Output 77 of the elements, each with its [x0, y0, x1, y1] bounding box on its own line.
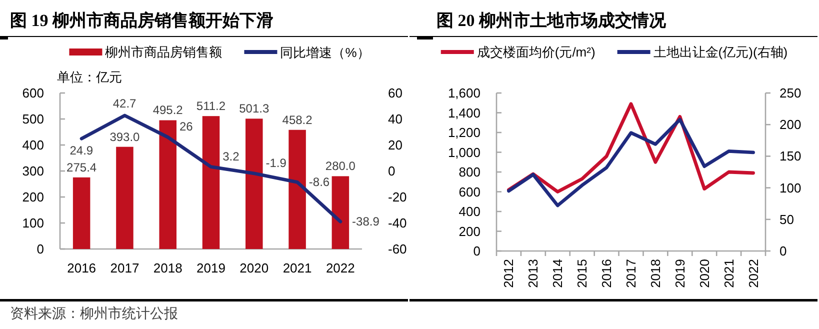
y-tick-label: 100	[22, 216, 44, 230]
y2-tick-label: 100	[780, 180, 802, 196]
data-label: 3.2	[222, 149, 240, 164]
y-tick-label: 1,200	[448, 125, 480, 140]
y-tick-label: 500	[22, 112, 44, 126]
x-tick-label: 2018	[648, 259, 663, 288]
x-tick-label: 2021	[282, 260, 312, 276]
y-tick-label: 1,400	[448, 105, 480, 120]
bar	[332, 176, 350, 249]
data-label: 24.9	[70, 144, 94, 158]
x-tick-label: 2021	[721, 259, 736, 288]
chart-title: 图 20 柳州市土地市场成交情况	[436, 11, 667, 30]
x-tick-label: 2020	[240, 260, 269, 276]
x-tick-label: 2013	[526, 259, 541, 288]
data-label: 275.4	[66, 160, 97, 174]
y-tick-label: 0	[36, 242, 44, 256]
legend-label: 柳州市商品房销售额	[105, 44, 222, 60]
y-tick-label: 200	[458, 224, 480, 239]
y2-tick-label: 250	[780, 86, 802, 100]
data-label: 511.2	[196, 99, 226, 114]
x-tick-label: 2016	[599, 259, 614, 288]
y-tick-label: 400	[458, 204, 480, 219]
y-tick-label: 1,600	[448, 86, 480, 100]
bar	[159, 120, 176, 249]
y-tick-label: 200	[22, 190, 44, 204]
data-label: 501.3	[239, 102, 270, 116]
x-tick-label: 2012	[501, 259, 516, 288]
y-tick-label: 600	[458, 184, 480, 200]
legend-label: 土地出让金(亿元)(右轴)	[653, 44, 788, 60]
y2-tick-label: 50	[780, 212, 794, 227]
y2-tick-label: -60	[388, 242, 407, 256]
x-tick-label: 2020	[696, 259, 712, 288]
y2-tick-label: 0	[780, 244, 787, 258]
data-label: -1.9	[266, 156, 287, 170]
x-tick-label: 2022	[326, 260, 355, 276]
y-tick-label: 1,000	[448, 144, 480, 160]
data-label: -8.6	[308, 175, 330, 190]
y2-tick-label: 0	[388, 164, 396, 178]
bar	[246, 118, 263, 249]
bar	[288, 130, 306, 249]
y2-tick-label: -40	[388, 216, 407, 230]
legend-label: 同比增速（%）	[280, 44, 362, 60]
y-tick-label: 400	[22, 138, 44, 152]
legend-label: 成交楼面均价(元/m²)	[476, 44, 596, 60]
y2-tick-label: 40	[388, 112, 402, 126]
chart-title: 图 19 柳州市商品房销售额开始下滑	[10, 11, 274, 30]
y-tick-label: 800	[458, 164, 480, 180]
x-tick-label: 2017	[110, 260, 140, 276]
data-label: 393.0	[110, 130, 140, 144]
y2-tick-label: 200	[780, 117, 802, 132]
data-label: -38.9	[352, 214, 380, 229]
x-tick-label: 2022	[746, 259, 761, 288]
x-tick-label: 2014	[550, 259, 566, 288]
data-label: 42.7	[112, 96, 137, 110]
x-tick-label: 2019	[672, 259, 688, 288]
text: 资料来源：柳州市统计公报	[10, 305, 178, 321]
x-tick-label: 2015	[574, 259, 590, 288]
y2-tick-label: 60	[388, 86, 402, 100]
y2-tick-label: 20	[388, 138, 402, 152]
data-label: 458.2	[282, 112, 313, 127]
line-series	[507, 118, 755, 208]
x-tick-label: 2018	[153, 260, 182, 276]
x-tick-label: 2016	[67, 260, 96, 276]
data-label: 26	[179, 120, 194, 134]
text: 单位：亿元	[57, 70, 122, 84]
data-label: 280.0	[325, 159, 356, 174]
data-label: 495.2	[152, 103, 184, 118]
x-tick-label: 2017	[624, 259, 638, 288]
y-tick-label: 600	[22, 86, 44, 100]
bar	[202, 116, 220, 249]
bar	[116, 146, 134, 249]
y2-tick-label: 150	[780, 148, 802, 164]
y-tick-label: 300	[22, 164, 44, 178]
y-tick-label: 0	[473, 244, 480, 258]
y2-tick-label: -20	[388, 190, 407, 204]
bar	[72, 177, 90, 249]
x-tick-label: 2019	[196, 260, 226, 276]
